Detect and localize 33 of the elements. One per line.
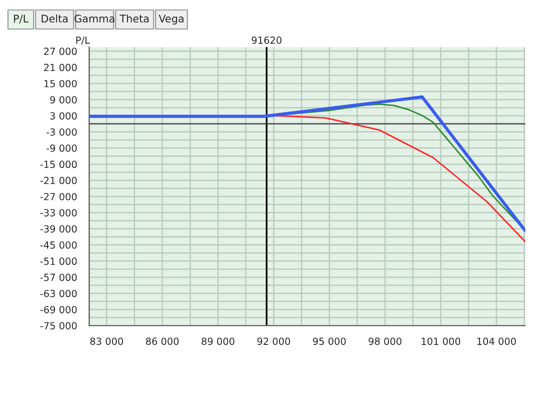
y-tick-label: -69 000 <box>40 306 77 314</box>
y-tick-label: -3 000 <box>46 128 77 136</box>
y-tick-label: -75 000 <box>40 322 77 330</box>
y-tick-label: -21 000 <box>40 176 77 184</box>
y-tick-label: -57 000 <box>40 274 77 282</box>
y-tick-label: -45 000 <box>40 241 77 249</box>
x-tick-label: 98 000 <box>368 338 402 345</box>
y-tick-label: -33 000 <box>40 209 77 216</box>
x-tick-label: 104 000 <box>477 338 516 345</box>
x-tick-label: 83 000 <box>90 338 124 345</box>
x-tick-label: 101 000 <box>422 338 460 345</box>
x-tick-label: 86 000 <box>146 338 179 345</box>
y-tick-label: -51 000 <box>40 258 77 265</box>
y-tick-label: -39 000 <box>40 225 77 233</box>
text: Delta <box>42 14 68 23</box>
y-axis-title: P/L <box>76 36 90 45</box>
x-tick-label: 89 000 <box>202 338 234 345</box>
x-tick-label: 95 000 <box>312 338 346 345</box>
text: Theta <box>120 14 149 23</box>
y-tick-label: -9 000 <box>46 144 77 152</box>
y-tick-label: -63 000 <box>40 290 77 298</box>
y-tick-label: 27 000 <box>44 48 77 56</box>
text: Gamma <box>74 14 114 23</box>
y-tick-label: 15 000 <box>44 80 77 88</box>
y-tick-label: 21 000 <box>44 64 77 72</box>
x-tick-label: 92 000 <box>257 338 290 345</box>
y-tick-label: -27 000 <box>40 192 77 200</box>
text: P/L <box>14 14 29 24</box>
y-tick-label: 3 000 <box>50 112 77 120</box>
y-tick-label: 9 000 <box>50 96 77 104</box>
y-tick-label: -15 000 <box>40 160 77 168</box>
text: Vega <box>158 14 184 25</box>
ref-line-label: 91620 <box>252 36 282 44</box>
